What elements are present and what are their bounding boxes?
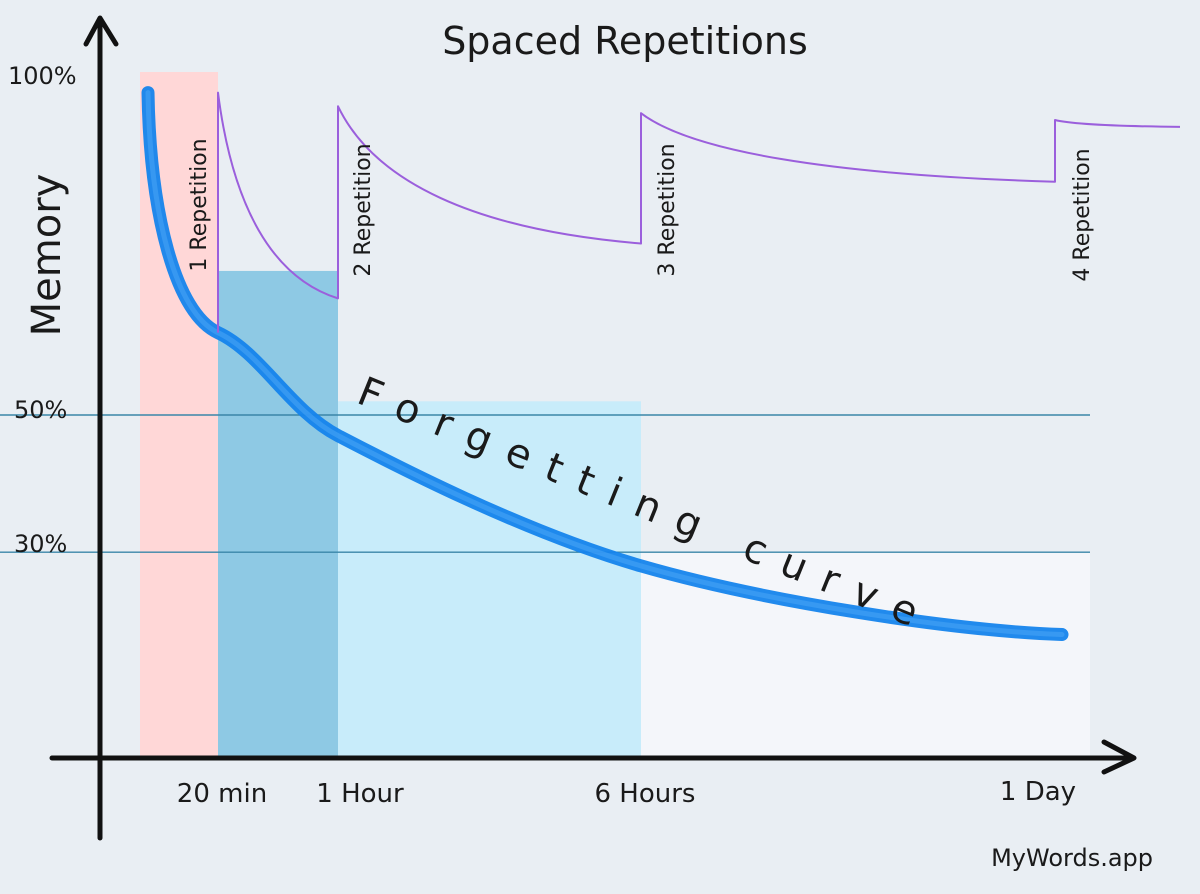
y-axis-arrow-icon [83,15,119,47]
x-tick-label-20-min: 20 min [177,779,267,809]
y-tick-label-50: 50% [14,396,67,424]
repetition-label-1: 1 Repetition [187,138,212,271]
repetition-label-3: 3 Repetition [655,143,680,276]
x-tick-label-1-day: 1 Day [1000,777,1076,807]
repetition-label-4: 4 Repetition [1070,148,1095,281]
y-axis-title: Memory [24,174,70,337]
repetition-curve-line [217,91,1181,333]
x-axis-arrow-icon [1101,739,1137,775]
chart-title: Spaced Repetitions [442,19,808,63]
y-tick-label-100: 100% [8,62,77,90]
x-tick-label-1-hour: 1 Hour [316,779,404,809]
curves [141,86,1181,642]
x-tick-label-6-hours: 6 Hours [595,779,696,809]
repetition-label-2: 2 Repetition [351,143,376,276]
forgetting-curve-highlight [145,90,1065,638]
brand-watermark: MyWords.app [991,844,1153,872]
y-tick-label-30: 30% [14,530,67,558]
reference-lines [0,414,1090,553]
